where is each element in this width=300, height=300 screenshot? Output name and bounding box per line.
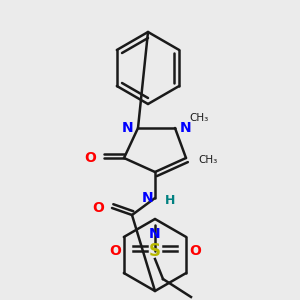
Text: N: N (141, 191, 153, 205)
Text: O: O (92, 201, 104, 215)
Text: CH₃: CH₃ (189, 113, 208, 123)
Text: N: N (180, 121, 192, 135)
Text: O: O (84, 151, 96, 165)
Text: H: H (165, 194, 175, 206)
Text: S: S (149, 242, 161, 260)
Text: O: O (189, 244, 201, 258)
Text: N: N (149, 227, 161, 241)
Text: N: N (122, 121, 133, 135)
Text: CH₃: CH₃ (198, 155, 217, 165)
Text: O: O (109, 244, 121, 258)
